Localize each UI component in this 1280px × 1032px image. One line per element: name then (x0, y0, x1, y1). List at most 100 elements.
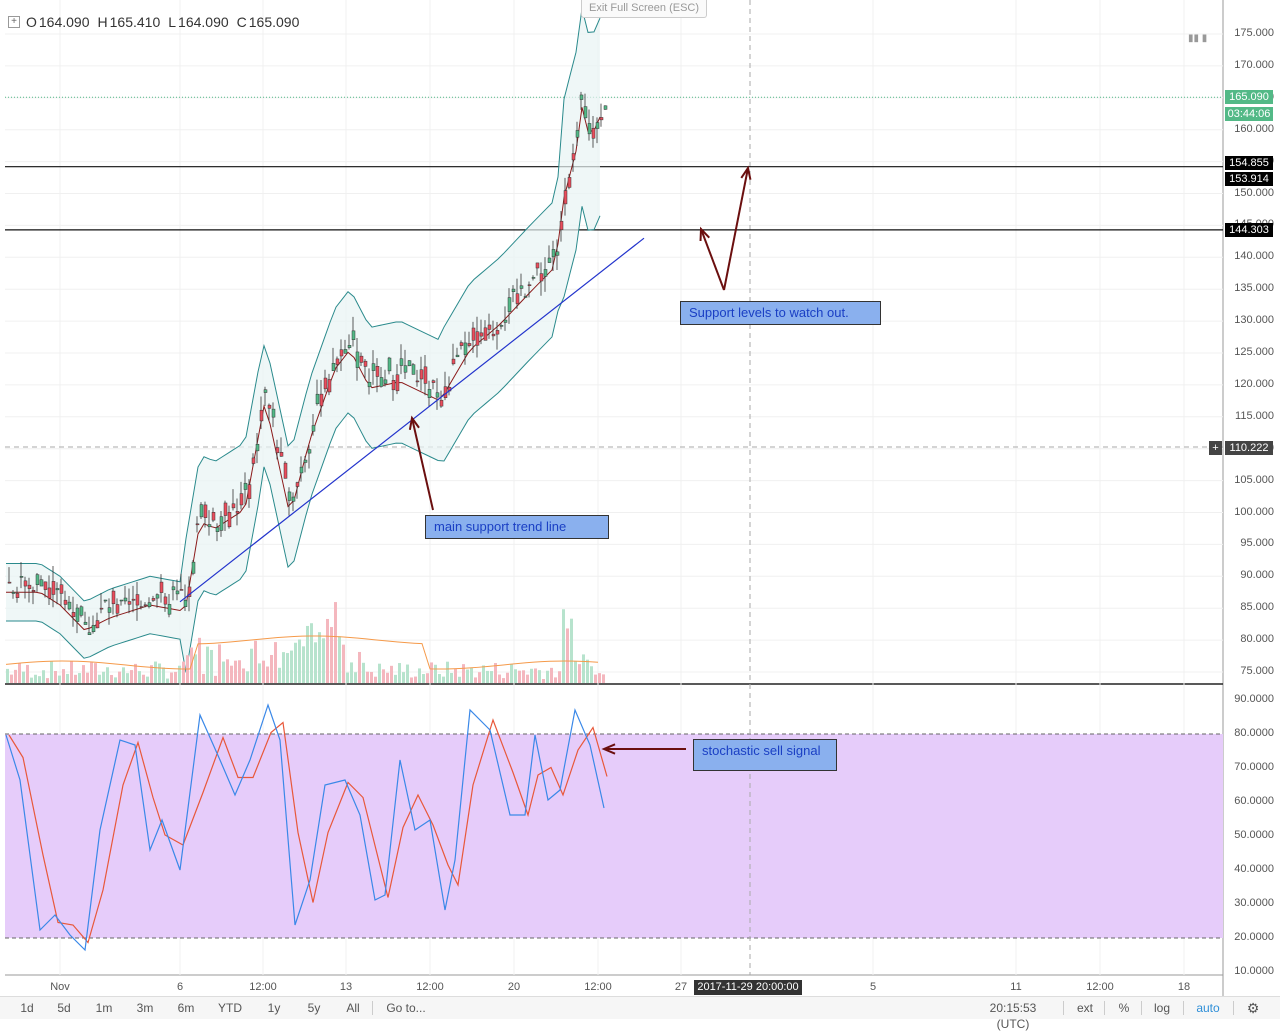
volume-bar (246, 671, 249, 683)
candle-body (515, 293, 520, 304)
volume-bar (210, 649, 213, 683)
open-value: 164.090 (38, 14, 90, 30)
support-arrow-lower-head (699, 226, 710, 242)
trend-arrow-head (408, 415, 420, 430)
candle-body (367, 381, 372, 388)
candle-body (383, 379, 388, 384)
stochastic-signal-note[interactable]: stochastic sell signal (693, 739, 837, 771)
candle-body (411, 364, 416, 375)
volume-bar (510, 664, 513, 683)
candle-body (267, 404, 272, 409)
candle-body (407, 360, 412, 367)
candle-body (139, 606, 144, 608)
volume-bar (330, 627, 333, 683)
volume-bar (142, 674, 145, 683)
volume-bar (390, 665, 393, 683)
candle-body (31, 590, 36, 592)
range-5y-button[interactable]: 5y (307, 1001, 321, 1015)
candle-body (571, 153, 576, 161)
support-levels-note[interactable]: Support levels to watch out. (680, 301, 881, 325)
utc-clock[interactable]: 20:15:53 (UTC) (989, 1001, 1037, 1031)
volume-bar (598, 673, 601, 683)
range-ytd-button[interactable]: YTD (218, 1001, 242, 1015)
candle-body (239, 493, 244, 506)
log-scale-toggle[interactable]: log (1153, 1001, 1170, 1015)
candle-body (103, 599, 108, 602)
candle-body (359, 355, 364, 363)
candle-body (503, 319, 508, 323)
volume-bar (346, 672, 349, 683)
candle-body (379, 377, 384, 387)
percent-scale-toggle[interactable]: % (1118, 1001, 1130, 1015)
volume-bar (162, 667, 165, 683)
candle-body (263, 389, 268, 393)
range-1m-button[interactable]: 1m (95, 1001, 113, 1015)
toolbar-divider (372, 1001, 373, 1015)
candle-body (479, 332, 484, 337)
open-key: O (26, 14, 37, 30)
volume-bar (230, 665, 233, 683)
volume-bar (430, 662, 433, 683)
trend-line-note[interactable]: main support trend line (425, 515, 609, 539)
candle-body (123, 597, 128, 602)
range-6m-button[interactable]: 6m (177, 1001, 195, 1015)
volume-bar (110, 674, 113, 683)
volume-bar (50, 661, 53, 683)
bollinger-fill (6, 8, 600, 673)
volume-bar (126, 673, 129, 683)
pane-controls-icon[interactable]: ▮▮ ▮ (1188, 33, 1208, 44)
volume-bar (222, 661, 225, 683)
candle-body (487, 324, 492, 330)
candle-body (99, 607, 104, 610)
range-all-button[interactable]: All (346, 1001, 360, 1015)
bottom-toolbar: 1d 5d 1m 3m 6m YTD 1y 5y All Go to... 20… (0, 996, 1280, 1031)
candle-body (147, 602, 152, 607)
volume-bar (314, 642, 317, 683)
volume-bar (570, 618, 573, 683)
candle-body (295, 482, 300, 487)
candle-body (187, 586, 192, 597)
volume-bar (578, 664, 581, 683)
range-5d-button[interactable]: 5d (57, 1001, 71, 1015)
price-tick-label: 115.000 (1235, 409, 1274, 422)
candle-body (527, 284, 532, 287)
price-tick-label: 80.000 (1240, 633, 1274, 646)
volume-bar (466, 669, 469, 683)
volume-bar (546, 670, 549, 683)
candle-body (199, 504, 204, 518)
collapse-toggle-icon[interactable]: + (8, 16, 20, 28)
candle-body (531, 277, 536, 279)
time-tick-label: 13 (339, 981, 353, 993)
volume-bar (202, 673, 205, 683)
gear-icon[interactable]: ⚙ (1246, 1000, 1260, 1016)
candle-body (467, 343, 472, 346)
range-1y-button[interactable]: 1y (267, 1001, 281, 1015)
candle-body (355, 351, 360, 368)
candle-body (91, 625, 96, 632)
volume-bar (270, 655, 273, 683)
extended-hours-toggle[interactable]: ext (1076, 1001, 1093, 1015)
goto-button[interactable]: Go to... (386, 1001, 426, 1015)
bollinger-upper (6, 8, 601, 602)
price-tick-label: 105.000 (1234, 473, 1274, 486)
candle-body (339, 349, 344, 357)
auto-scale-toggle[interactable]: auto (1196, 1001, 1220, 1015)
add-level-icon[interactable]: + (1209, 441, 1222, 455)
exit-fullscreen-button[interactable]: Exit Full Screen (ESC) (581, 0, 707, 18)
candle-body (391, 380, 396, 391)
range-3m-button[interactable]: 3m (136, 1001, 154, 1015)
range-1d-button[interactable]: 1d (20, 1001, 34, 1015)
time-tick-label: 11 (1010, 981, 1022, 993)
candle-body (403, 365, 408, 373)
candle-body (563, 190, 568, 205)
volume-bar (338, 636, 341, 683)
candle-body (459, 342, 464, 346)
volume-bar (46, 678, 49, 683)
stochastic-band (5, 734, 1223, 938)
candle-body (551, 249, 556, 258)
time-tick-label: 12:00 (584, 981, 612, 993)
candle-body (151, 598, 156, 601)
price-tick-label: 130.000 (1234, 314, 1274, 327)
candle-body (519, 285, 524, 289)
